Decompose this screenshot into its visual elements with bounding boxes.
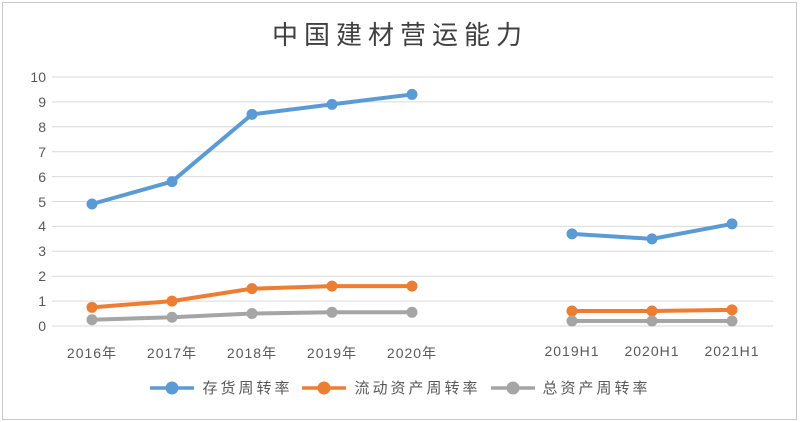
data-point xyxy=(566,315,578,327)
data-point xyxy=(326,280,338,292)
y-tick-label: 2 xyxy=(38,268,46,285)
x-tick-label: 2018年 xyxy=(226,345,278,361)
data-point xyxy=(86,198,98,210)
data-point xyxy=(246,308,258,320)
legend-label: 存货周转率 xyxy=(202,380,293,397)
data-point xyxy=(646,233,658,245)
y-tick-label: 8 xyxy=(38,118,46,135)
y-tick-label: 10 xyxy=(30,69,46,85)
data-point xyxy=(326,98,338,110)
data-point xyxy=(566,305,578,317)
data-point xyxy=(646,315,658,327)
data-point xyxy=(726,304,738,316)
legend-item-3: 总资产周转率 xyxy=(490,377,651,398)
x-tick-label: 2019H1 xyxy=(544,343,600,359)
data-point xyxy=(246,283,258,295)
x-tick-label: 2017年 xyxy=(146,345,198,361)
x-tick-label: 2020H1 xyxy=(624,343,680,359)
legend-marker-icon xyxy=(490,381,535,394)
legend-marker-icon xyxy=(302,381,347,394)
data-point xyxy=(326,306,338,318)
y-tick-label: 6 xyxy=(38,168,46,185)
x-tick-label: 2021H1 xyxy=(704,343,760,359)
data-point xyxy=(166,176,178,188)
y-tick-label: 0 xyxy=(38,318,46,334)
data-point xyxy=(406,306,418,318)
y-tick-label: 3 xyxy=(38,243,46,260)
data-point xyxy=(406,88,418,100)
chart-title: 中国建材营运能力 xyxy=(271,20,528,50)
legend-marker-icon xyxy=(150,381,195,394)
data-point xyxy=(86,314,98,326)
x-tick-label: 2020年 xyxy=(386,345,438,361)
data-point xyxy=(166,295,178,307)
data-point xyxy=(566,228,578,240)
data-point xyxy=(166,311,178,323)
data-point xyxy=(246,108,258,120)
legend-label: 总资产周转率 xyxy=(542,380,651,397)
y-tick-label: 7 xyxy=(38,143,46,160)
data-point xyxy=(726,315,738,327)
data-point xyxy=(726,218,738,230)
x-tick-label: 2019年 xyxy=(306,345,358,361)
legend-item-1: 存货周转率 xyxy=(149,377,292,398)
legend-label: 流动资产周转率 xyxy=(354,380,481,397)
x-tick-label: 2016年 xyxy=(66,345,118,361)
data-point xyxy=(86,301,98,313)
legend-item-2: 流动资产周转率 xyxy=(301,377,480,398)
y-tick-label: 5 xyxy=(38,193,46,210)
y-tick-label: 1 xyxy=(38,293,46,310)
data-point xyxy=(406,280,418,292)
y-tick-label: 4 xyxy=(38,218,46,235)
legend: 存货周转率 流动资产周转率 总资产周转率 xyxy=(0,377,800,398)
data-point xyxy=(646,305,658,317)
y-tick-label: 9 xyxy=(38,93,46,110)
